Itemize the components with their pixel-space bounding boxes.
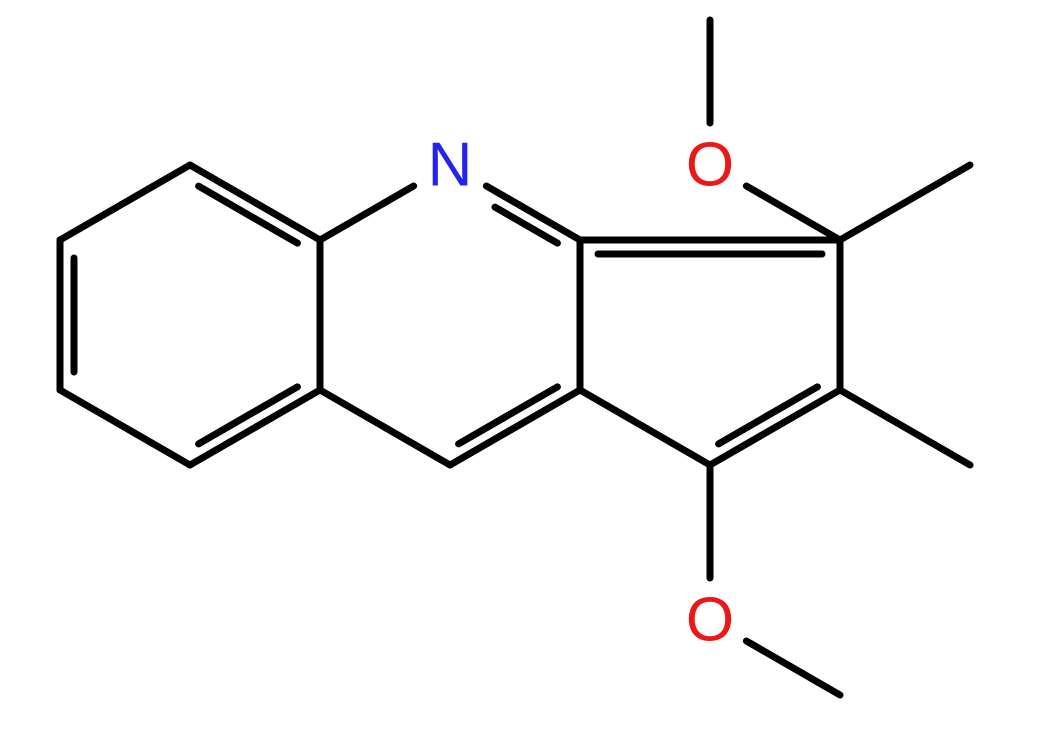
oxygen-atom-label: O [686,586,734,655]
bond [320,186,414,240]
bond [320,390,450,465]
bond [580,390,710,465]
molecule-diagram: N O O [0,0,1044,754]
bond [190,390,320,465]
bond [710,390,840,465]
bond [746,186,840,240]
bond [840,165,970,240]
nitrogen-atom-label: N [428,131,473,200]
bond [60,390,190,465]
bond [190,165,320,240]
bond [450,390,580,465]
oxygen-atom-label: O [686,131,734,200]
bond [746,641,840,695]
bond [840,390,970,465]
bond [60,165,190,240]
